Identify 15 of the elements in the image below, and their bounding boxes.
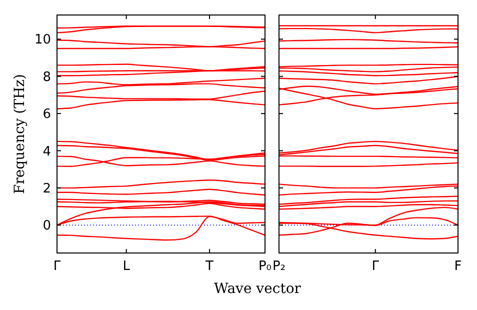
y-tick-label: 6 bbox=[42, 107, 51, 122]
y-tick-label: 0 bbox=[42, 218, 51, 234]
y-tick-label: 2 bbox=[42, 181, 51, 196]
y-tick-label: 4 bbox=[42, 144, 51, 160]
x-axis-title: Wave vector bbox=[214, 281, 302, 297]
x-tick-label: Γ bbox=[372, 259, 380, 274]
x-tick-label: Γ bbox=[53, 259, 62, 274]
x-tick-label: F bbox=[454, 259, 462, 274]
y-axis-title: Frequency (THz) bbox=[12, 74, 28, 194]
y-tick-label: 10 bbox=[34, 32, 51, 48]
x-tick-label: P₂ bbox=[272, 259, 286, 274]
x-tick-label: P₀ bbox=[258, 259, 272, 274]
y-tick-label: 8 bbox=[42, 70, 51, 85]
x-tick-label: L bbox=[122, 259, 131, 274]
x-tick-label: T bbox=[204, 259, 214, 274]
